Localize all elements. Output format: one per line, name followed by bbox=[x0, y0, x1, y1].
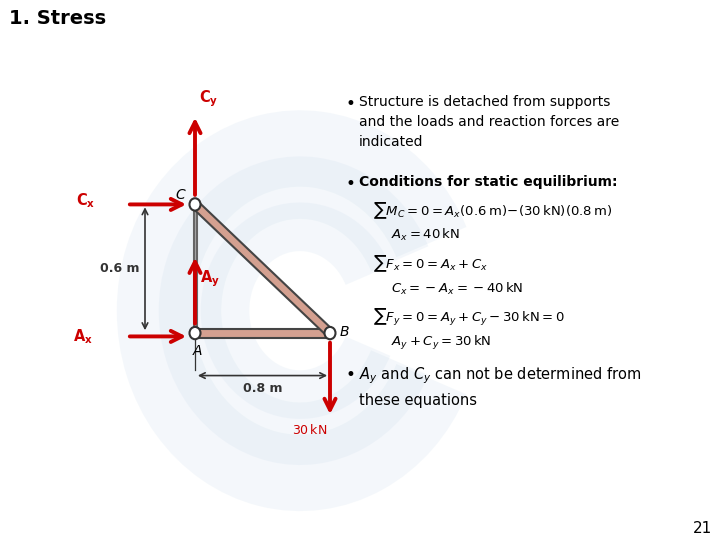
Polygon shape bbox=[192, 201, 333, 336]
Text: $A$: $A$ bbox=[192, 345, 204, 358]
Text: 21: 21 bbox=[693, 521, 712, 536]
Text: Structure Free-Body Diagram: Structure Free-Body Diagram bbox=[9, 43, 377, 63]
Text: $\sum M_C = 0 = A_x(0.6\,\mathrm{m})\!-\!(30\,\mathrm{kN})(0.8\,\mathrm{m})$: $\sum M_C = 0 = A_x(0.6\,\mathrm{m})\!-\… bbox=[373, 200, 612, 221]
Circle shape bbox=[189, 198, 200, 211]
Text: $\mathbf{A_y}$: $\mathbf{A_y}$ bbox=[200, 268, 220, 289]
Text: $\sum F_x = 0 = A_x + C_x$: $\sum F_x = 0 = A_x + C_x$ bbox=[373, 254, 488, 274]
Polygon shape bbox=[195, 328, 330, 338]
Circle shape bbox=[189, 327, 200, 339]
Text: $30\,\mathrm{kN}$: $30\,\mathrm{kN}$ bbox=[292, 422, 327, 436]
Text: $A_x = 40\,\mathrm{kN}$: $A_x = 40\,\mathrm{kN}$ bbox=[391, 227, 460, 243]
Text: •: • bbox=[345, 176, 355, 193]
Text: $\mathbf{C_y}$: $\mathbf{C_y}$ bbox=[199, 89, 218, 109]
Text: $\sum F_y = 0 = A_y + C_y - 30\,\mathrm{kN} = 0$: $\sum F_y = 0 = A_y + C_y - 30\,\mathrm{… bbox=[373, 307, 565, 328]
Text: 1. Stress: 1. Stress bbox=[9, 9, 106, 28]
Text: Structure is detached from supports
and the loads and reaction forces are
indica: Structure is detached from supports and … bbox=[359, 95, 619, 149]
Text: $C$: $C$ bbox=[176, 188, 187, 202]
Polygon shape bbox=[194, 205, 197, 333]
Text: Conditions for static equilibrium:: Conditions for static equilibrium: bbox=[359, 176, 618, 190]
Circle shape bbox=[325, 327, 336, 339]
Text: 0.6 m: 0.6 m bbox=[101, 262, 140, 275]
Text: 0.8 m: 0.8 m bbox=[243, 382, 282, 395]
Text: $\mathbf{C_x}$: $\mathbf{C_x}$ bbox=[76, 192, 95, 211]
Text: $A_y + C_y = 30\,\mathrm{kN}$: $A_y + C_y = 30\,\mathrm{kN}$ bbox=[391, 334, 492, 352]
Text: •: • bbox=[345, 95, 355, 113]
Text: $\mathbf{A_x}$: $\mathbf{A_x}$ bbox=[73, 327, 93, 346]
Text: $B$: $B$ bbox=[339, 325, 350, 339]
Text: •: • bbox=[345, 366, 355, 383]
Text: $C_x = -A_x = -40\,\mathrm{kN}$: $C_x = -A_x = -40\,\mathrm{kN}$ bbox=[391, 280, 523, 296]
Text: $A_y$ and $C_y$ can not be determined from
these equations: $A_y$ and $C_y$ can not be determined fr… bbox=[359, 366, 642, 408]
